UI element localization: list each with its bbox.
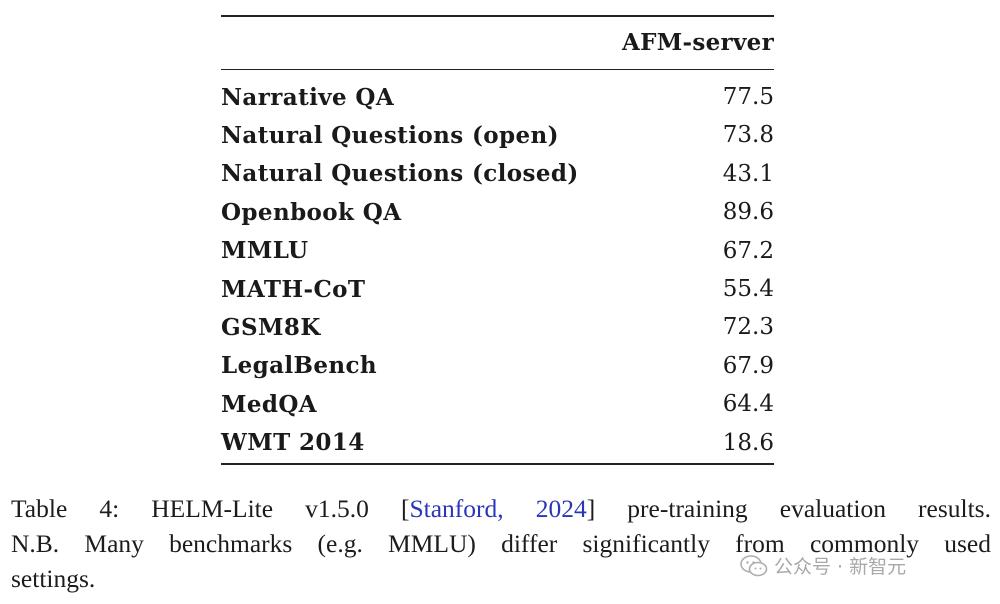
- column-header: AFM-server: [622, 29, 774, 56]
- benchmark-name: Openbook QA: [221, 198, 402, 226]
- score-value: 67.2: [722, 237, 774, 264]
- benchmark-name: MATH-CoT: [221, 275, 366, 303]
- table-top-rule: [221, 15, 774, 17]
- table-row: Narrative QA 77.5: [221, 78, 774, 116]
- score-value: 64.4: [722, 391, 774, 418]
- score-value: 55.4: [722, 276, 774, 302]
- caption-line-1: Table 4: HELM-Lite v1.5.0 [Stanford, 202…: [11, 491, 991, 526]
- benchmark-name: MMLU: [221, 237, 309, 265]
- watermark-text: 公众号 · 新智元: [774, 556, 907, 578]
- table-row: MMLU 67.2: [221, 232, 774, 270]
- caption-prefix: Table 4: HELM-Lite v1.5.0 [: [11, 494, 410, 523]
- score-value: 43.1: [722, 160, 774, 187]
- table-caption: Table 4: HELM-Lite v1.5.0 [Stanford, 202…: [11, 491, 991, 596]
- score-value: 18.6: [722, 429, 774, 456]
- table-row: MATH-CoT 55.4: [221, 270, 774, 308]
- score-value: 77.5: [722, 84, 774, 110]
- caption-suffix: ] pre-training evaluation results.: [586, 494, 991, 523]
- table-row: WMT 2014 18.6: [221, 424, 774, 462]
- caption-line-2: N.B. Many benchmarks (e.g. MMLU) differ …: [11, 529, 991, 558]
- table-bottom-rule: [221, 463, 774, 465]
- wechat-icon: [740, 554, 768, 576]
- table-row: MedQA 64.4: [221, 385, 774, 423]
- benchmark-name: Natural Questions (closed): [221, 160, 579, 188]
- table-row: Openbook QA 89.6: [221, 193, 774, 231]
- watermark: 公众号 · 新智元: [740, 552, 906, 579]
- score-value: 73.8: [722, 122, 774, 149]
- citation-link[interactable]: Stanford, 2024: [409, 494, 587, 523]
- caption-line-3: settings.: [11, 564, 96, 593]
- benchmark-name: Natural Questions (open): [221, 121, 559, 149]
- score-value: 72.3: [722, 314, 774, 341]
- benchmark-name: LegalBench: [221, 352, 378, 380]
- benchmark-name: GSM8K: [221, 313, 321, 341]
- table-row: Natural Questions (open) 73.8: [221, 116, 774, 154]
- table-row: Natural Questions (closed) 43.1: [221, 155, 774, 193]
- score-value: 89.6: [722, 199, 774, 226]
- score-value: 67.9: [722, 352, 774, 379]
- benchmark-name: MedQA: [221, 390, 318, 418]
- table-row: LegalBench 67.9: [221, 347, 774, 385]
- table-header-rule: [221, 69, 774, 70]
- benchmark-name: Narrative QA: [221, 83, 395, 111]
- benchmark-name: WMT 2014: [221, 429, 365, 457]
- table-row: GSM8K 72.3: [221, 308, 774, 346]
